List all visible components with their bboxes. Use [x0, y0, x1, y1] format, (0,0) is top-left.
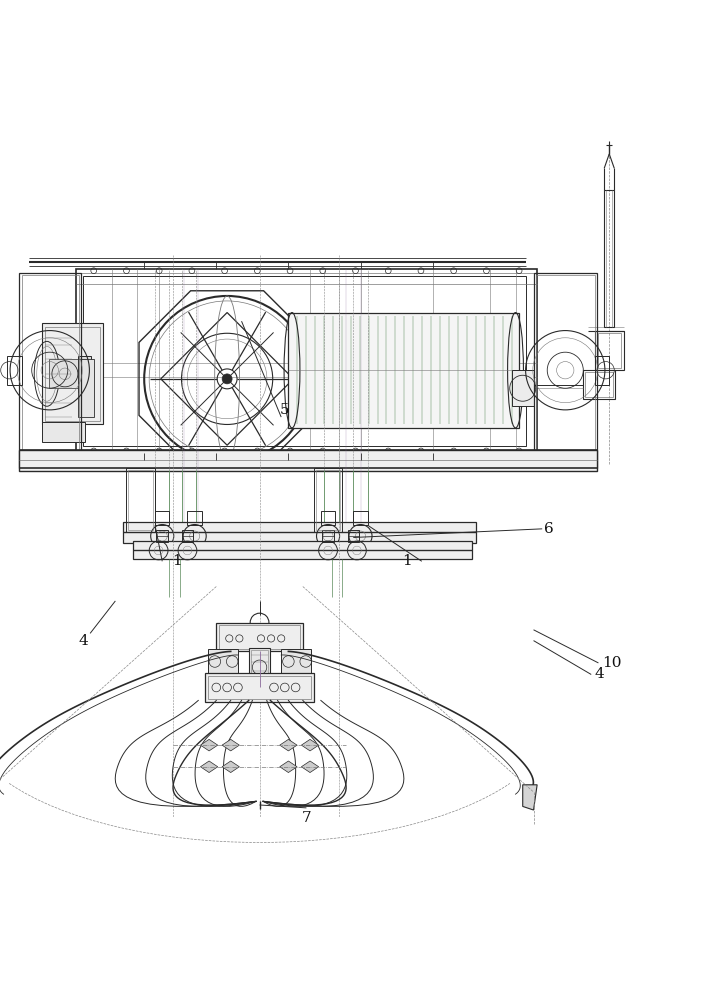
Bar [187, 511, 202, 525]
Bar [156, 530, 168, 542]
Bar [598, 333, 621, 368]
Polygon shape [280, 739, 297, 751]
Bar [322, 530, 334, 542]
Text: 10: 10 [602, 656, 622, 670]
Bar [49, 359, 81, 388]
Bar [314, 468, 342, 532]
Bar [42, 323, 103, 424]
Bar [604, 190, 614, 327]
Bar [182, 530, 193, 542]
Bar [348, 530, 359, 542]
Bar [78, 359, 94, 417]
Bar [123, 522, 476, 543]
Bar [595, 331, 624, 370]
Bar [316, 470, 340, 530]
Text: 5: 5 [280, 403, 290, 417]
Polygon shape [301, 761, 319, 773]
Bar [126, 468, 155, 532]
Bar [45, 327, 100, 421]
Bar [128, 470, 153, 530]
Text: 1: 1 [172, 554, 182, 568]
Bar [536, 275, 595, 465]
Polygon shape [523, 785, 537, 810]
Text: 6: 6 [544, 522, 554, 536]
Bar [155, 511, 169, 525]
Polygon shape [301, 739, 319, 751]
Text: 1: 1 [402, 554, 412, 568]
Bar [583, 370, 615, 399]
Bar [249, 648, 270, 687]
Bar [83, 276, 526, 446]
Polygon shape [200, 739, 218, 751]
Text: 7: 7 [301, 811, 311, 825]
Bar [219, 625, 300, 649]
Bar [288, 313, 519, 428]
Bar [133, 541, 472, 559]
Bar [19, 273, 81, 468]
Bar [534, 273, 597, 468]
Bar [7, 356, 22, 385]
Bar [208, 649, 238, 674]
Bar [19, 450, 597, 471]
Bar [205, 673, 314, 702]
Bar [321, 511, 335, 525]
Bar [22, 275, 79, 465]
Bar [42, 422, 85, 442]
Bar [585, 372, 613, 397]
Bar [251, 650, 268, 685]
Bar [208, 676, 311, 699]
Polygon shape [280, 761, 297, 773]
Bar [216, 623, 303, 651]
Bar [78, 356, 91, 392]
Bar [595, 356, 609, 385]
Polygon shape [200, 761, 218, 773]
Bar [76, 269, 537, 453]
Text: 4: 4 [595, 667, 605, 681]
Text: 4: 4 [78, 634, 88, 648]
Circle shape [222, 374, 232, 384]
Bar [512, 370, 534, 406]
Polygon shape [222, 761, 239, 773]
Bar [281, 649, 311, 674]
Bar [353, 511, 368, 525]
Polygon shape [222, 739, 239, 751]
